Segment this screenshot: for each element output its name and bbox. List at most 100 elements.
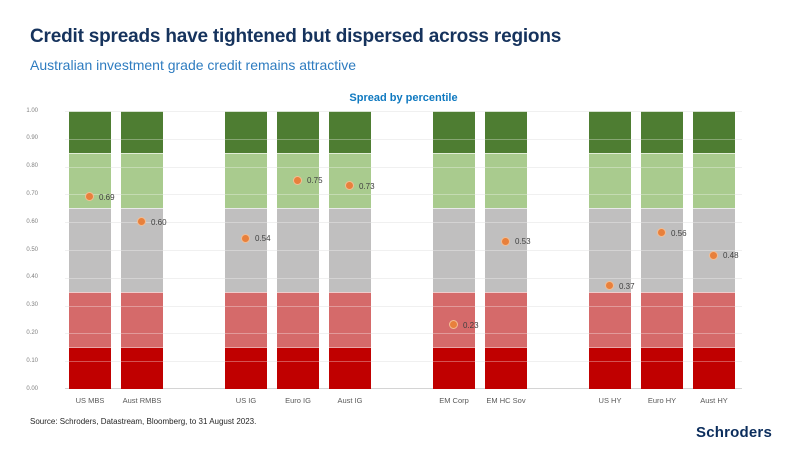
bar-em-hc-sov (485, 111, 527, 389)
bar-aust-ig (329, 111, 371, 389)
marker-dot-us-ig (241, 233, 250, 243)
band-segment (329, 347, 371, 389)
chart-title: Spread by percentile (349, 92, 458, 104)
band-segment (225, 291, 267, 348)
bar-euro-hy (641, 111, 683, 389)
band-segment (485, 347, 527, 389)
source-note: Source: Schroders, Datastream, Bloomberg… (30, 417, 257, 426)
chart-plot-area: 0.69 0.60 0.54 0.75 0.73 0.23 0.53 0.37 0.56 0.48 (65, 111, 742, 389)
band-segment (433, 111, 475, 153)
y-axis-label: 1.00 (26, 107, 38, 114)
bar-aust-hy (693, 111, 735, 389)
page-title: Credit spreads have tightened but disper… (30, 26, 562, 47)
band-segment (121, 291, 163, 348)
bar-aust-rmbs (121, 111, 163, 389)
x-axis-label-em-corp: EM Corp (439, 396, 469, 405)
marker-dot-euro-ig (293, 175, 302, 185)
band-segment (225, 347, 267, 389)
band-segment (69, 208, 111, 292)
marker-dot-euro-hy (657, 228, 666, 238)
schroders-logo: Schroders (696, 424, 772, 441)
band-segment (589, 347, 631, 389)
band-segment (641, 347, 683, 389)
band-segment (641, 291, 683, 348)
band-segment (589, 208, 631, 292)
y-axis-label: 0.30 (26, 302, 38, 309)
marker-dot-us-hy (605, 281, 614, 291)
x-axis-label-us-hy: US HY (598, 396, 622, 405)
x-axis-label-aust-rmbs: Aust RMBS (122, 396, 162, 405)
y-axis-label: 0.20 (26, 329, 38, 336)
y-axis-label: 0.60 (26, 218, 38, 225)
band-segment (329, 152, 371, 209)
band-segment (589, 111, 631, 153)
marker-dot-us-mbs (85, 192, 94, 202)
marker-value-label: 0.48 (723, 251, 739, 261)
band-segment (225, 111, 267, 153)
band-segment (641, 208, 683, 292)
band-segment (433, 291, 475, 348)
band-segment (277, 291, 319, 348)
band-segment (589, 291, 631, 348)
band-segment (433, 208, 475, 292)
x-axis-label-euro-ig: Euro IG (285, 396, 311, 405)
band-segment (121, 111, 163, 153)
marker-value-label: 0.75 (307, 176, 323, 185)
band-segment (277, 208, 319, 292)
band-segment (277, 111, 319, 153)
band-segment (693, 152, 735, 209)
marker-value-label: 0.54 (255, 234, 271, 244)
band-segment (693, 347, 735, 389)
x-axis-label-em-hc-sov: EM HC Sov (486, 396, 526, 405)
band-segment (225, 208, 267, 292)
band-segment (121, 152, 163, 209)
page-subtitle: Australian investment grade credit remai… (30, 57, 357, 73)
band-segment (329, 208, 371, 292)
marker-dot-aust-hy (709, 250, 718, 260)
bar-us-hy (589, 111, 631, 389)
x-axis-label-aust-ig: Aust IG (337, 396, 363, 405)
marker-dot-aust-ig (345, 181, 354, 191)
marker-value-label: 0.37 (619, 281, 635, 291)
marker-dot-em-corp (449, 320, 458, 330)
band-segment (277, 347, 319, 389)
y-axis-label: 0.40 (26, 274, 38, 281)
marker-dot-em-hc-sov (501, 236, 510, 246)
band-segment (485, 111, 527, 153)
bar-euro-ig (277, 111, 319, 389)
marker-dot-aust-rmbs (137, 217, 146, 227)
marker-value-label: 0.53 (515, 237, 531, 247)
x-axis-label-us-ig: US IG (235, 396, 257, 405)
band-segment (121, 347, 163, 389)
marker-value-label: 0.73 (359, 181, 375, 191)
band-segment (69, 291, 111, 348)
band-segment (641, 152, 683, 209)
marker-value-label: 0.60 (151, 217, 167, 227)
band-segment (693, 111, 735, 153)
bar-us-ig (225, 111, 267, 389)
x-axis-label-euro-hy: Euro HY (647, 396, 677, 405)
band-segment (485, 208, 527, 292)
band-segment (225, 152, 267, 209)
bar-us-mbs (69, 111, 111, 389)
band-segment (693, 291, 735, 348)
band-segment (641, 111, 683, 153)
band-segment (329, 111, 371, 153)
x-axis-label-aust-hy: Aust HY (700, 396, 728, 405)
band-segment (485, 291, 527, 348)
x-axis-line (65, 388, 742, 389)
y-axis-label: 0.80 (26, 163, 38, 170)
band-segment (589, 152, 631, 209)
band-segment (693, 208, 735, 292)
band-segment (433, 347, 475, 389)
x-axis-label-us-mbs: US MBS (75, 396, 105, 405)
marker-value-label: 0.56 (671, 228, 687, 238)
y-axis-label: 0.70 (26, 190, 38, 197)
band-segment (485, 152, 527, 209)
marker-value-label: 0.23 (463, 320, 479, 330)
bar-em-corp (433, 111, 475, 389)
y-axis-label: 0.10 (26, 357, 38, 364)
band-segment (69, 111, 111, 153)
y-axis-label: 0.50 (26, 246, 38, 253)
